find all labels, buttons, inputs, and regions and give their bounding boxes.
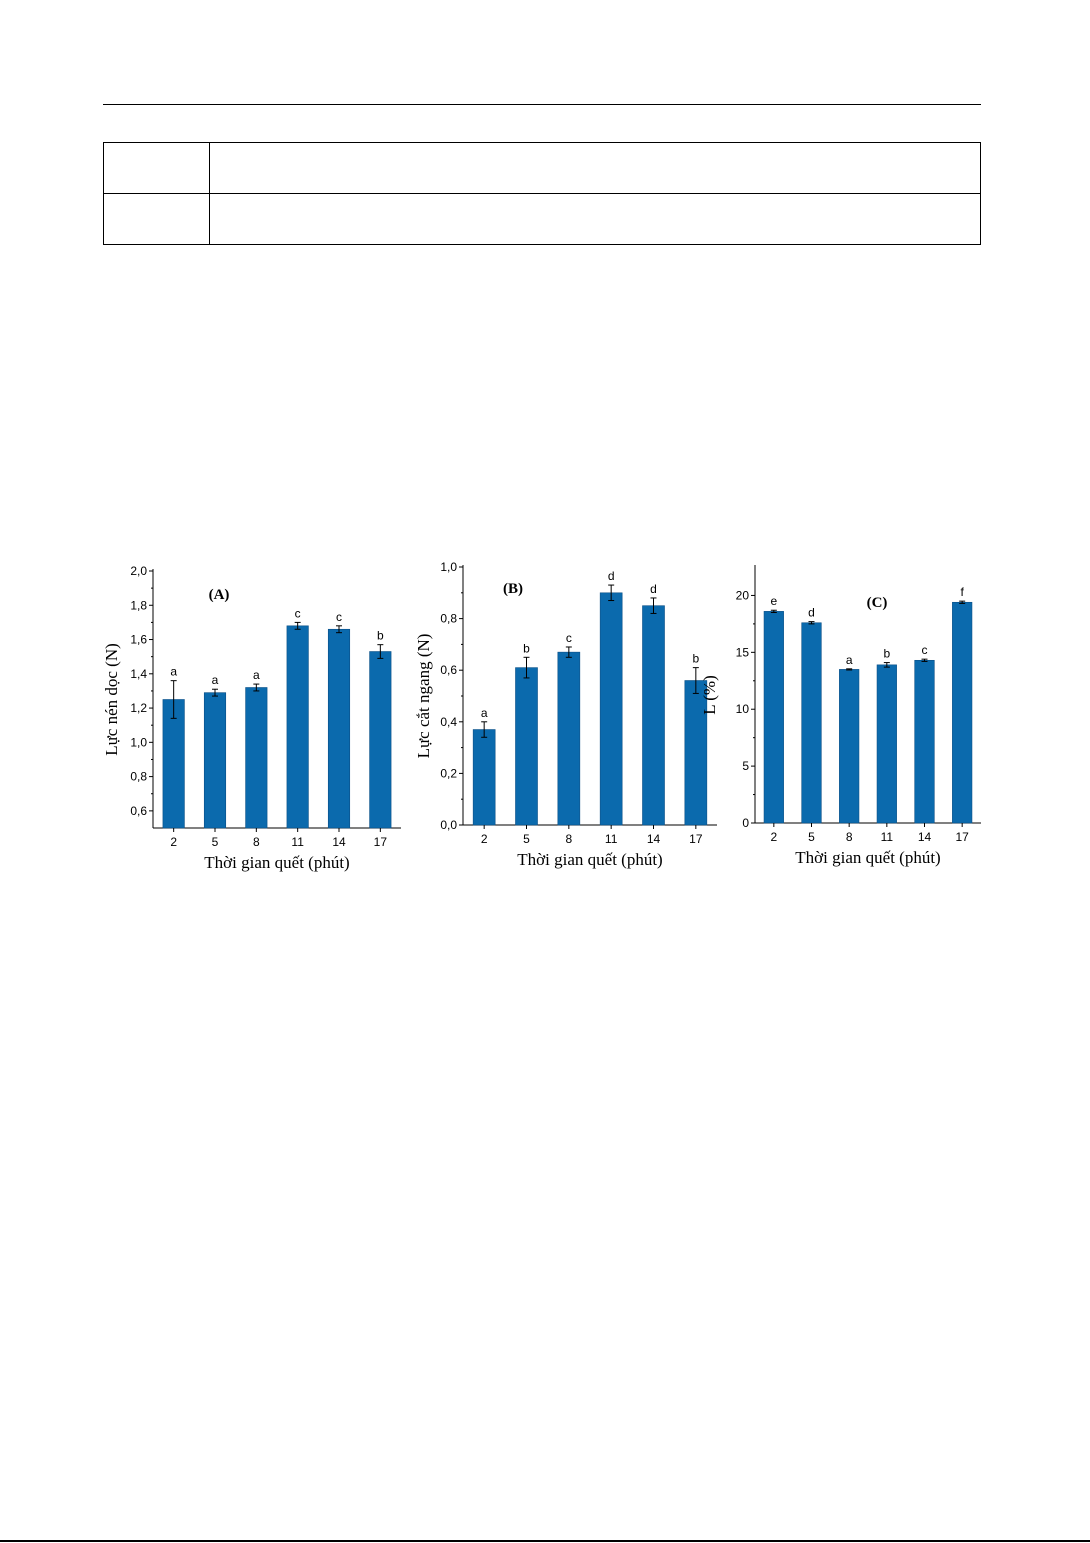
- chart-lightness: 0 5 10 15 20 e 2 d 5 a 8 b 11 c 14 f 17 Thời gian quết (p…: [700, 565, 981, 867]
- significance-label: b: [883, 647, 890, 661]
- x-tick-label: 5: [523, 832, 530, 846]
- significance-label: b: [377, 629, 384, 643]
- x-tick-label: 2: [481, 832, 488, 846]
- y-tick-label: 1,2: [130, 701, 147, 715]
- x-tick-label: 14: [332, 835, 346, 849]
- significance-label: c: [336, 610, 342, 624]
- chart-compression-force: 0,6 0,8 1,0 1,2 1,4 1,6 1,8 2,0 a 2 a 5 a 8 c 11 c 14 b 17 T…: [102, 564, 401, 872]
- bar: [952, 601, 973, 824]
- x-tick-label: 17: [689, 832, 703, 846]
- x-tick-label: 11: [605, 832, 618, 846]
- y-tick-label: 0,8: [130, 770, 147, 784]
- y-axis-label: L (%): [700, 675, 719, 715]
- significance-label: d: [608, 569, 615, 583]
- bar: [203, 692, 227, 829]
- x-tick-label: 8: [565, 832, 572, 846]
- y-tick-label: 20: [736, 588, 750, 602]
- y-tick-label: 0,2: [440, 766, 457, 780]
- y-tick-label: 1,0: [440, 560, 457, 574]
- x-tick-label: 14: [647, 832, 661, 846]
- significance-label: b: [523, 641, 530, 655]
- bar: [557, 651, 581, 826]
- significance-label: d: [650, 582, 657, 596]
- y-tick-label: 0,6: [130, 804, 147, 818]
- y-tick-label: 15: [736, 645, 750, 659]
- x-tick-label: 17: [374, 835, 388, 849]
- table-cell: [209, 142, 981, 194]
- bar: [286, 625, 309, 829]
- x-tick-label: 17: [955, 830, 969, 844]
- y-tick-label: 0,0: [440, 818, 457, 832]
- x-tick-label: 14: [918, 830, 932, 844]
- x-tick-label: 8: [253, 835, 260, 849]
- bar: [801, 622, 822, 824]
- bar: [245, 687, 268, 829]
- y-tick-label: 0,8: [440, 612, 457, 626]
- y-tick-label: 1,6: [130, 633, 147, 647]
- significance-label: a: [212, 673, 219, 687]
- y-axis-label: Lực cắt ngang (N): [414, 634, 433, 759]
- bar: [642, 605, 665, 826]
- x-tick-label: 5: [808, 830, 815, 844]
- y-tick-label: 0,6: [440, 663, 457, 677]
- x-axis-label: Thời gian quết (phút): [795, 848, 940, 867]
- x-tick-label: 11: [881, 830, 894, 844]
- significance-label: b: [692, 652, 699, 666]
- significance-label: e: [770, 594, 777, 608]
- significance-label: c: [922, 643, 928, 657]
- significance-label: f: [960, 585, 964, 599]
- y-tick-label: 0,4: [440, 715, 457, 729]
- bottom-rule: [0, 1540, 1090, 1542]
- table-cell: [103, 142, 210, 194]
- x-tick-label: 2: [770, 830, 777, 844]
- bar: [327, 628, 351, 829]
- panel-label: (C): [867, 595, 888, 611]
- y-tick-label: 10: [736, 702, 750, 716]
- significance-label: a: [170, 665, 177, 679]
- y-tick-label: 2,0: [130, 564, 147, 578]
- table-cell: [103, 193, 210, 245]
- table-row: [103, 142, 981, 194]
- significance-label: a: [253, 668, 260, 682]
- significance-label: a: [481, 706, 488, 720]
- significance-label: c: [295, 606, 301, 620]
- bar: [599, 592, 623, 826]
- bar: [839, 669, 860, 824]
- x-tick-label: 2: [170, 835, 177, 849]
- x-tick-label: 5: [212, 835, 219, 849]
- x-tick-label: 8: [846, 830, 853, 844]
- significance-label: a: [846, 653, 853, 667]
- x-axis-label: Thời gian quết (phút): [517, 850, 662, 869]
- y-tick-label: 1,8: [130, 598, 147, 612]
- x-tick-label: 11: [291, 835, 304, 849]
- y-tick-label: 1,4: [130, 667, 147, 681]
- y-tick-label: 5: [742, 759, 749, 773]
- bar: [472, 729, 496, 826]
- significance-label: c: [566, 631, 572, 645]
- panel-label: (A): [209, 587, 230, 603]
- chart-shear-force: 0,0 0,2 0,4 0,6 0,8 1,0 a 2 b 5 c 8 d 11 d 14 b 17 Thời gi…: [414, 560, 717, 869]
- bar: [515, 667, 538, 826]
- bar: [914, 659, 935, 824]
- table-cell: [209, 193, 981, 245]
- table-row: [103, 193, 981, 245]
- bar: [763, 611, 784, 824]
- header-rule: [103, 104, 981, 105]
- y-axis-label: Lực nén dọc (N): [102, 643, 121, 756]
- x-axis-label: Thời gian quết (phút): [204, 853, 349, 872]
- y-tick-label: 1,0: [130, 735, 147, 749]
- significance-label: d: [808, 606, 815, 620]
- bar: [876, 664, 897, 824]
- panel-label: (B): [503, 581, 523, 597]
- empty-table: [103, 142, 981, 245]
- y-tick-label: 0: [742, 816, 749, 830]
- bar: [369, 651, 392, 829]
